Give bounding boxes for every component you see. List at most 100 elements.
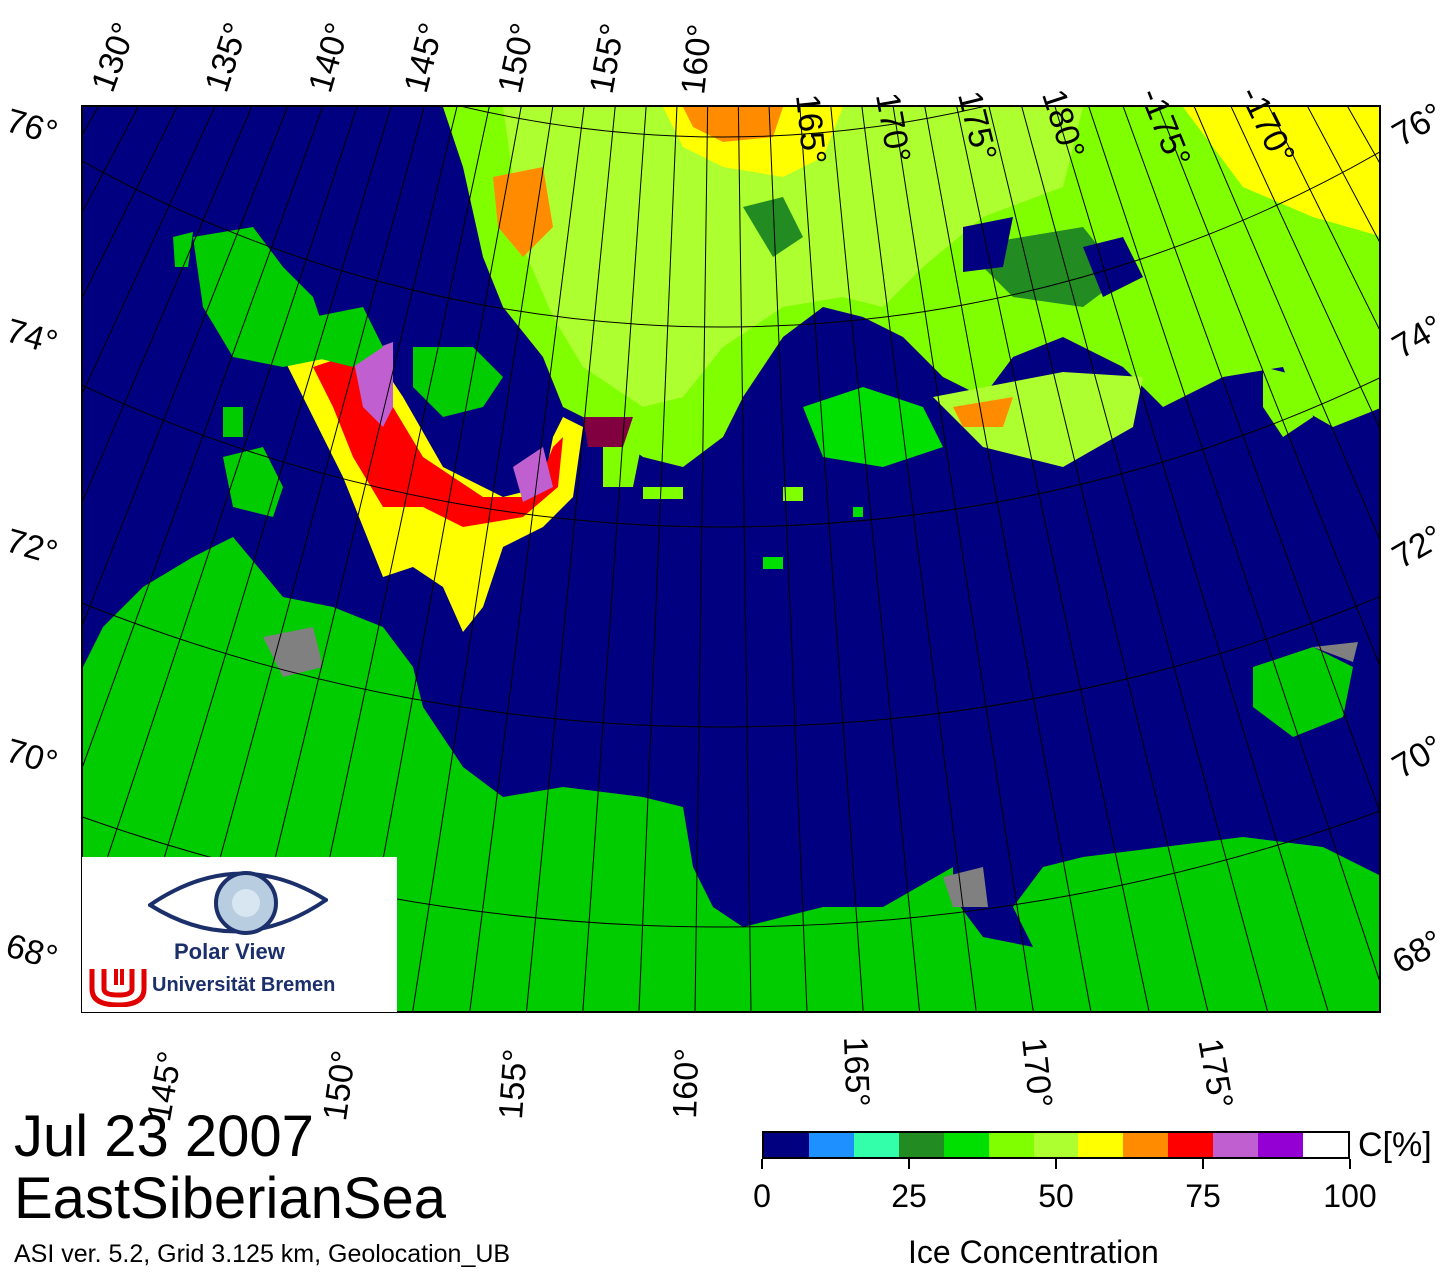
longitude-line (956, 107, 1150, 1011)
colorbar-swatch (1258, 1133, 1304, 1157)
longitude-line (1122, 107, 1379, 811)
new-siberian-islands (173, 227, 503, 517)
left-latitude-label: 74° (1, 311, 62, 363)
bottom-longitude-label: 155° (492, 1047, 535, 1121)
longitude-line (83, 107, 178, 298)
colorbar-swatch (988, 1133, 1034, 1157)
map-region: EastSiberianSea (14, 1166, 447, 1231)
top-longitude-label: 165° (788, 92, 834, 167)
longitude-line (412, 107, 554, 1011)
longitude-line (178, 107, 425, 1011)
longitude-line (768, 107, 808, 1011)
longitude-line (694, 107, 709, 1011)
map-date: Jul 23 2007 (14, 1104, 314, 1169)
longitude-line (1021, 107, 1268, 1011)
longitude-line (526, 107, 616, 1011)
longitude-line (924, 107, 1092, 1011)
colorbar-swatch (1033, 1133, 1079, 1157)
top-longitude-label: 140° (301, 18, 358, 97)
ice-band-new-siberian (283, 337, 633, 632)
colorbar-swatch (1303, 1133, 1348, 1157)
colorbar-title: Ice Concentration (908, 1234, 1159, 1270)
right-latitude-label: 70° (1385, 727, 1450, 787)
colorbar-swatch (808, 1133, 854, 1157)
longitude-line (582, 107, 647, 1011)
colorbar-tick-label: 75 (1185, 1178, 1221, 1214)
sea-ice-layer (443, 107, 1379, 487)
longitude-line (861, 107, 977, 1011)
right-latitude-label: 68° (1385, 922, 1450, 982)
colorbar-tick (761, 1159, 763, 1169)
longitude-line (1157, 107, 1379, 666)
longitude-line (988, 107, 1209, 1011)
colorbar-tick-label: 100 (1323, 1178, 1377, 1214)
colorbar-tick (1349, 1159, 1351, 1169)
longitude-line (83, 107, 289, 625)
top-longitude-label: 160° (674, 22, 720, 97)
logo-name: Polar View (174, 939, 285, 964)
right-latitude-label: 74° (1385, 307, 1450, 367)
longitude-line (1088, 107, 1379, 981)
longitude-line (1307, 107, 1379, 242)
colorbar-swatch (853, 1133, 899, 1157)
eye-logo-icon (148, 871, 328, 935)
longitude-line (469, 107, 585, 1011)
left-latitude-label: 72° (1, 521, 62, 573)
longitude-line (1193, 107, 1379, 539)
colorbar-tick-label: 25 (891, 1178, 927, 1214)
colorbar-swatch (1123, 1133, 1169, 1157)
bottom-longitude-label: 165° (836, 1035, 877, 1108)
graticule (83, 107, 1379, 1011)
right-latitude-label: 72° (1385, 517, 1450, 577)
top-longitude-label: 135° (197, 17, 256, 97)
bottom-longitude-label: 160° (666, 1047, 707, 1120)
longitude-line (1054, 107, 1329, 1011)
bottom-longitude-label: 150° (316, 1048, 364, 1124)
longitude-line (237, 107, 458, 1011)
left-latitude-label: 68° (1, 926, 62, 978)
ice-concentration-map (81, 105, 1381, 1013)
colorbar-tick (1202, 1159, 1204, 1169)
product-footnote: ASI ver. 5.2, Grid 3.125 km, Geolocation… (14, 1240, 511, 1268)
top-longitude-label: 145° (397, 19, 451, 97)
longitude-line (83, 107, 324, 767)
colorbar-tick-label: 0 (753, 1178, 771, 1214)
bottom-longitude-label: 170° (1014, 1035, 1060, 1110)
university-mark-icon (89, 969, 147, 1007)
longitude-line (83, 107, 139, 212)
longitude-line (117, 107, 392, 1011)
logo-org: Universität Bremen (152, 974, 336, 996)
longitude-line (799, 107, 864, 1011)
ice-floes (643, 487, 863, 569)
colorbar-swatch (898, 1133, 944, 1157)
latitude-line (83, 377, 1379, 528)
latitude-line (463, 107, 983, 138)
colorbar-swatch (943, 1133, 989, 1157)
longitude-line (83, 107, 216, 394)
polar-view-logo: Polar View Universität Bremen (82, 857, 397, 1012)
longitude-line (1347, 107, 1379, 163)
top-longitude-label: 130° (84, 17, 144, 97)
colorbar-swatch (1168, 1133, 1214, 1157)
longitude-line (354, 107, 522, 1011)
top-longitude-label: 155° (582, 20, 633, 97)
bottom-longitude-label: 175° (1190, 1035, 1241, 1112)
left-latitude-label: 70° (1, 731, 62, 783)
left-latitude-label: 76° (1, 101, 62, 153)
longitude-line (638, 107, 678, 1011)
colorbar-tick-label: 50 (1038, 1178, 1074, 1214)
colorbar-swatch (764, 1133, 809, 1157)
colorbar (762, 1131, 1350, 1159)
map-canvas (83, 107, 1379, 1011)
colorbar-swatch (1213, 1133, 1259, 1157)
colorbar-tick (1055, 1159, 1057, 1169)
longitude-line (830, 107, 920, 1011)
longitude-line (83, 107, 358, 933)
colorbar-swatch (1078, 1133, 1124, 1157)
right-latitude-label: 76° (1385, 95, 1450, 155)
colorbar-unit: C[%] (1358, 1126, 1432, 1164)
longitude-line (83, 107, 253, 502)
longitude-line (296, 107, 490, 1011)
top-longitude-label: 150° (490, 19, 543, 97)
latitude-line (83, 151, 1379, 328)
